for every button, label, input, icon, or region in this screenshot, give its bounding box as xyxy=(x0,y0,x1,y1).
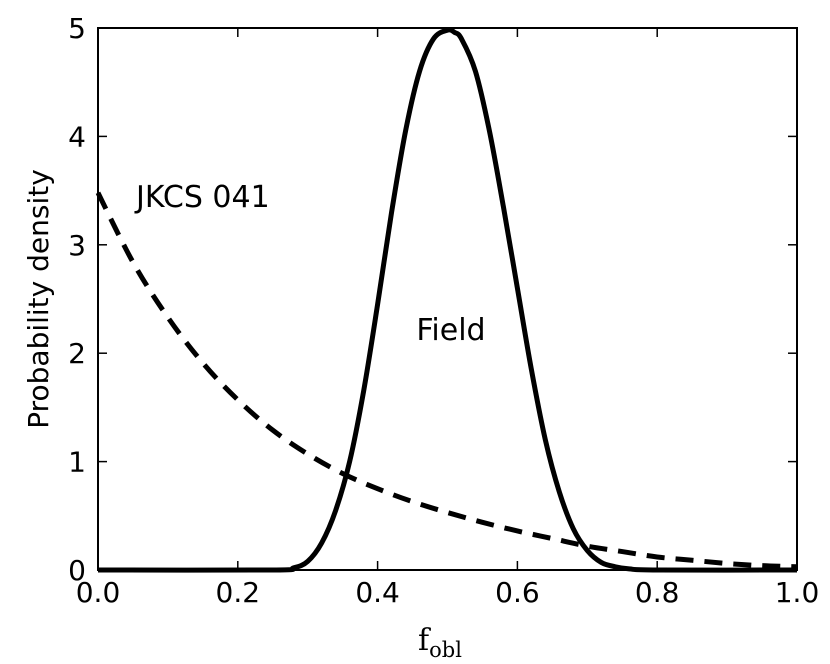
y-axis-label: Probability density xyxy=(22,169,55,429)
tick-label-layer: 0.0 0.2 0.4 0.6 0.8 1.0 0 1 2 3 4 5 xyxy=(68,12,819,609)
plot-area xyxy=(98,28,797,570)
y-tick-label: 3 xyxy=(68,229,86,262)
x-axis-label: fobl xyxy=(418,623,462,662)
x-axis-label-main: f xyxy=(418,623,431,658)
x-tick-label: 1.0 xyxy=(775,576,820,609)
x-tick-label: 0.4 xyxy=(355,576,400,609)
x-tick-label: 0.0 xyxy=(76,576,121,609)
series-line-jkcs-041 xyxy=(95,191,798,570)
x-tick-label: 0.6 xyxy=(495,576,540,609)
y-tick-label: 0 xyxy=(68,554,86,587)
series-line-field xyxy=(97,27,798,573)
x-axis-label-subscript: obl xyxy=(429,638,462,662)
annotation-jkcs-041: JKCS 041 xyxy=(134,180,270,215)
tick-layer xyxy=(97,27,798,571)
y-tick-label: 4 xyxy=(68,120,86,153)
series-layer xyxy=(95,27,798,573)
y-tick-label: 1 xyxy=(68,446,86,479)
x-tick-label: 0.8 xyxy=(635,576,680,609)
annotation-layer: JKCS 041 Field xyxy=(134,180,486,348)
y-tick-label: 5 xyxy=(68,12,86,45)
y-tick-label: 2 xyxy=(68,337,86,370)
x-tick-label: 0.2 xyxy=(216,576,261,609)
annotation-field: Field xyxy=(416,313,485,348)
plot-frame xyxy=(97,27,798,571)
